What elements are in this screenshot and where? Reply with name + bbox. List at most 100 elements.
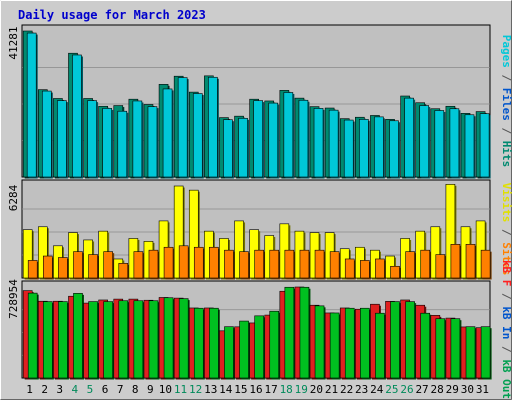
bar-hits-pages-21	[328, 109, 339, 178]
x-tick-label: 5	[87, 383, 94, 396]
x-tick-label: 25	[385, 383, 398, 396]
x-tick-label: 22	[340, 383, 353, 396]
bar-hits-pages-4	[72, 54, 82, 178]
bar-kbytes-kb-out-29	[450, 318, 461, 379]
bar-kbytes-kb-out-3	[58, 301, 68, 379]
bar-visits-sites-28	[435, 254, 446, 279]
bar-hits-pages-29	[449, 108, 460, 178]
bar-visits-sites-25	[390, 265, 400, 279]
bar-kbytes-kb-out-18	[284, 286, 295, 379]
legend-item-kbytes-1: /	[500, 286, 512, 306]
bar-hits-pages-13	[208, 76, 218, 178]
bars-hits	[22, 30, 491, 179]
legend-item-visits-0: Visits	[500, 183, 512, 223]
bar-hits-pages-24	[374, 116, 384, 178]
bar-visits-sites-5	[88, 254, 98, 279]
x-tick-label: 8	[132, 383, 139, 396]
bar-hits-pages-3	[57, 100, 67, 178]
bar-visits-sites-9	[148, 249, 159, 279]
bar-visits-sites-2	[42, 255, 53, 279]
bar-hits-pages-17	[268, 102, 279, 178]
bar-kbytes-kb-out-6	[103, 301, 113, 379]
x-tick-label: 29	[446, 383, 459, 396]
bar-visits-sites-3	[58, 257, 68, 279]
bar-kbytes-kb-out-20	[314, 305, 325, 379]
bar-kbytes-kb-out-23	[360, 307, 370, 379]
bar-hits-pages-19	[298, 99, 309, 178]
bar-visits-sites-14	[224, 249, 234, 279]
bar-visits-sites-22	[344, 258, 355, 279]
bar-hits-pages-14	[223, 119, 233, 178]
x-tick-label: 27	[415, 383, 428, 396]
x-tick-label: 23	[355, 383, 368, 396]
legend-kbytes: kB F / kB In / kB Out	[500, 260, 512, 399]
legend-item-visits-2: Sites	[500, 242, 512, 275]
bar-kbytes-kb-out-28	[435, 318, 446, 379]
panel-visits: 6284 Visits / Sites	[7, 179, 512, 280]
bar-hits-pages-2	[41, 90, 52, 178]
bar-visits-visits-28	[430, 226, 441, 279]
x-tick-label: 26	[400, 383, 413, 396]
bar-hits-pages-23	[359, 119, 369, 178]
bar-visits-sites-31	[480, 249, 491, 279]
bar-hits-pages-7	[117, 110, 128, 178]
bar-hits-pages-6	[102, 108, 112, 178]
bar-kbytes-kb-out-16	[254, 315, 264, 379]
bar-visits-sites-24	[375, 258, 385, 279]
bar-visits-sites-11	[178, 245, 189, 279]
x-tick-label: 4	[72, 383, 79, 396]
legend-item-hits-4: Hits	[500, 141, 512, 168]
bar-visits-visits-2	[37, 226, 48, 279]
bar-hits-pages-26	[404, 97, 414, 178]
bar-visits-sites-12	[193, 246, 204, 279]
x-tick-label: 3	[56, 383, 63, 396]
bar-visits-sites-18	[284, 249, 295, 279]
bar-kbytes-kb-out-12	[193, 307, 204, 379]
bar-visits-sites-7	[118, 263, 129, 279]
bar-visits-sites-10	[163, 246, 174, 279]
x-tick-label: 7	[117, 383, 124, 396]
bar-kbytes-kb-out-31	[480, 326, 491, 379]
x-tick-label: 6	[102, 383, 109, 396]
x-tick-label: 20	[310, 383, 323, 396]
bar-visits-sites-20	[314, 249, 325, 279]
bar-hits-pages-15	[238, 117, 248, 178]
bar-hits-pages-11	[177, 77, 188, 178]
bar-hits-pages-22	[343, 119, 354, 178]
bar-kbytes-kb-out-4	[73, 293, 83, 379]
bar-kbytes-kb-out-10	[163, 297, 174, 379]
bar-visits-sites-1	[27, 260, 38, 279]
panel-hits: 41281 Pages / Files / Hits	[7, 24, 512, 179]
bar-visits-visits-1	[22, 229, 33, 279]
bar-hits-pages-27	[419, 105, 430, 178]
bar-hits-pages-9	[147, 106, 158, 178]
bar-visits-sites-6	[103, 251, 113, 279]
x-tick-label: 18	[280, 383, 293, 396]
x-tick-label: 30	[461, 383, 474, 396]
bar-visits-visits-15	[234, 220, 244, 279]
bar-visits-sites-29	[450, 244, 461, 279]
x-tick-label: 11	[174, 383, 187, 396]
legend-item-hits-1: /	[500, 68, 512, 88]
legend-item-kbytes-2: kB In	[500, 306, 512, 339]
x-tick-label: 28	[431, 383, 444, 396]
bars-kbytes	[22, 286, 492, 380]
x-tick-label: 12	[189, 383, 202, 396]
bar-visits-visits-11	[173, 185, 184, 279]
bar-kbytes-kb-out-11	[178, 298, 189, 379]
bar-visits-visits-12	[188, 189, 199, 279]
bar-visits-sites-13	[209, 246, 219, 279]
bar-kbytes-kb-out-5	[88, 301, 98, 379]
bar-hits-pages-28	[434, 110, 445, 178]
bar-visits-sites-21	[329, 251, 340, 279]
x-tick-label: 1	[26, 383, 33, 396]
legend-visits: Visits / Sites	[500, 183, 512, 276]
bar-visits-sites-23	[360, 260, 370, 279]
bar-hits-pages-10	[162, 88, 173, 178]
bar-kbytes-kb-out-25	[390, 301, 400, 379]
bar-kbytes-kb-out-13	[209, 307, 219, 379]
bar-kbytes-kb-out-30	[465, 326, 476, 379]
bar-hits-pages-5	[87, 100, 97, 178]
